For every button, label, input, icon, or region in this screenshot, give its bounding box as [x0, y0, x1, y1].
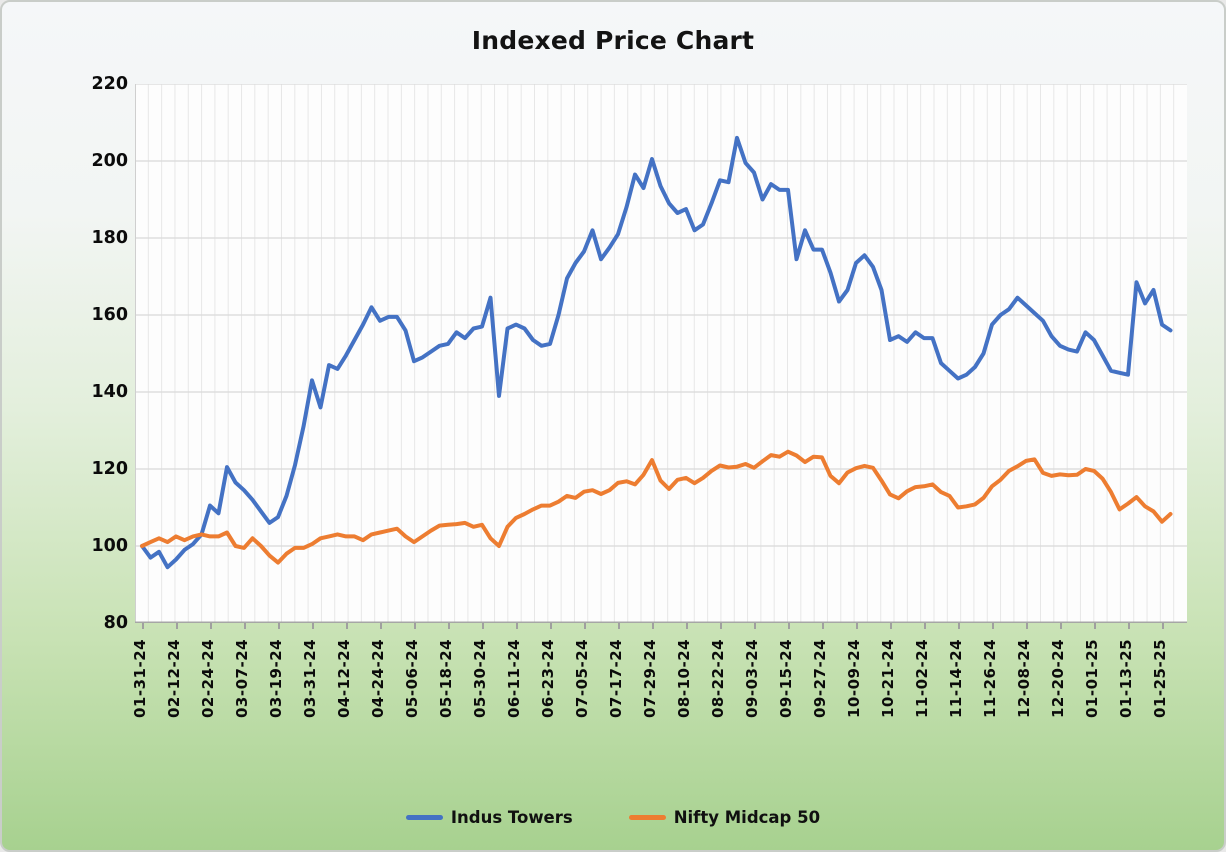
x-tick-label: 09-03-24 — [743, 638, 761, 718]
x-tick-mark — [1162, 623, 1164, 629]
x-tick-mark — [448, 623, 450, 629]
x-tick-label: 10-09-24 — [845, 638, 863, 718]
x-tick-mark — [788, 623, 790, 629]
x-tick-label: 01-25-25 — [1151, 638, 1169, 718]
x-tick-mark — [482, 623, 484, 629]
x-tick-label: 05-06-24 — [403, 638, 421, 718]
x-tick-mark — [176, 623, 178, 629]
x-tick-label: 08-22-24 — [709, 638, 727, 718]
x-tick-mark — [516, 623, 518, 629]
x-tick-label: 09-15-24 — [777, 638, 795, 718]
x-tick-mark — [754, 623, 756, 629]
x-tick-mark — [652, 623, 654, 629]
x-tick-mark — [822, 623, 824, 629]
x-tick-label: 05-30-24 — [471, 638, 489, 718]
x-tick-mark — [278, 623, 280, 629]
x-tick-label: 03-31-24 — [301, 638, 319, 718]
x-tick-label: 11-26-24 — [981, 638, 999, 718]
blue-line-swatch-icon — [405, 815, 443, 820]
x-tick-label: 04-24-24 — [369, 638, 387, 718]
x-tick-label: 01-01-25 — [1083, 638, 1101, 718]
x-tick-label: 07-29-24 — [641, 638, 659, 718]
legend-label: Nifty Midcap 50 — [673, 808, 821, 827]
series-line-nifty-midcap-50 — [140, 449, 1173, 565]
x-tick-label: 09-27-24 — [811, 638, 829, 718]
y-tick-label: 140 — [91, 382, 128, 402]
x-tick-label: 01-13-25 — [1117, 638, 1135, 718]
x-tick-mark — [414, 623, 416, 629]
x-tick-label: 12-08-24 — [1015, 638, 1033, 718]
x-tick-label: 06-11-24 — [505, 638, 523, 718]
x-tick-label: 04-12-24 — [335, 638, 353, 718]
x-tick-mark — [1128, 623, 1130, 629]
y-tick-label: 200 — [91, 151, 128, 171]
x-tick-mark — [244, 623, 246, 629]
x-tick-mark — [346, 623, 348, 629]
x-tick-mark — [856, 623, 858, 629]
x-tick-mark — [992, 623, 994, 629]
x-tick-mark — [584, 623, 586, 629]
y-tick-label: 180 — [91, 228, 128, 248]
x-tick-mark — [142, 623, 144, 629]
y-tick-label: 100 — [91, 536, 128, 556]
y-tick-label: 80 — [103, 613, 128, 633]
x-tick-mark — [312, 623, 314, 629]
x-tick-label: 11-14-24 — [947, 638, 965, 718]
x-tick-label: 10-21-24 — [879, 638, 897, 718]
x-tick-mark — [550, 623, 552, 629]
x-tick-mark — [1026, 623, 1028, 629]
x-tick-label: 02-12-24 — [165, 638, 183, 718]
legend-item-nifty-midcap-50: Nifty Midcap 50 — [628, 808, 821, 827]
x-tick-label: 07-05-24 — [573, 638, 591, 718]
legend-label: Indus Towers — [450, 808, 573, 827]
line-chart-canvas — [135, 84, 1187, 623]
x-tick-label: 01-31-24 — [131, 638, 149, 718]
x-tick-mark — [210, 623, 212, 629]
x-tick-label: 12-20-24 — [1049, 638, 1067, 718]
x-tick-mark — [890, 623, 892, 629]
legend: Indus Towers Nifty Midcap 50 — [2, 808, 1224, 827]
x-tick-mark — [958, 623, 960, 629]
x-tick-label: 11-02-24 — [913, 638, 931, 718]
x-tick-label: 03-07-24 — [233, 638, 251, 718]
orange-line-swatch-icon — [628, 815, 666, 820]
x-tick-mark — [720, 623, 722, 629]
x-tick-mark — [618, 623, 620, 629]
y-tick-label: 220 — [91, 74, 128, 94]
x-tick-label: 05-18-24 — [437, 638, 455, 718]
x-tick-label: 06-23-24 — [539, 638, 557, 718]
x-tick-label: 02-24-24 — [199, 638, 217, 718]
chart-title: Indexed Price Chart — [471, 26, 755, 55]
x-tick-mark — [1060, 623, 1062, 629]
x-tick-label: 03-19-24 — [267, 638, 285, 718]
x-tick-mark — [924, 623, 926, 629]
x-tick-mark — [686, 623, 688, 629]
legend-item-indus-towers: Indus Towers — [405, 808, 573, 827]
series-line-indus-towers — [140, 135, 1173, 570]
x-tick-label: 08-10-24 — [675, 638, 693, 718]
y-tick-label: 120 — [91, 459, 128, 479]
x-tick-mark — [1094, 623, 1096, 629]
y-tick-label: 160 — [91, 305, 128, 325]
x-tick-label: 07-17-24 — [607, 638, 625, 718]
x-tick-mark — [380, 623, 382, 629]
plot-area — [135, 84, 1187, 623]
